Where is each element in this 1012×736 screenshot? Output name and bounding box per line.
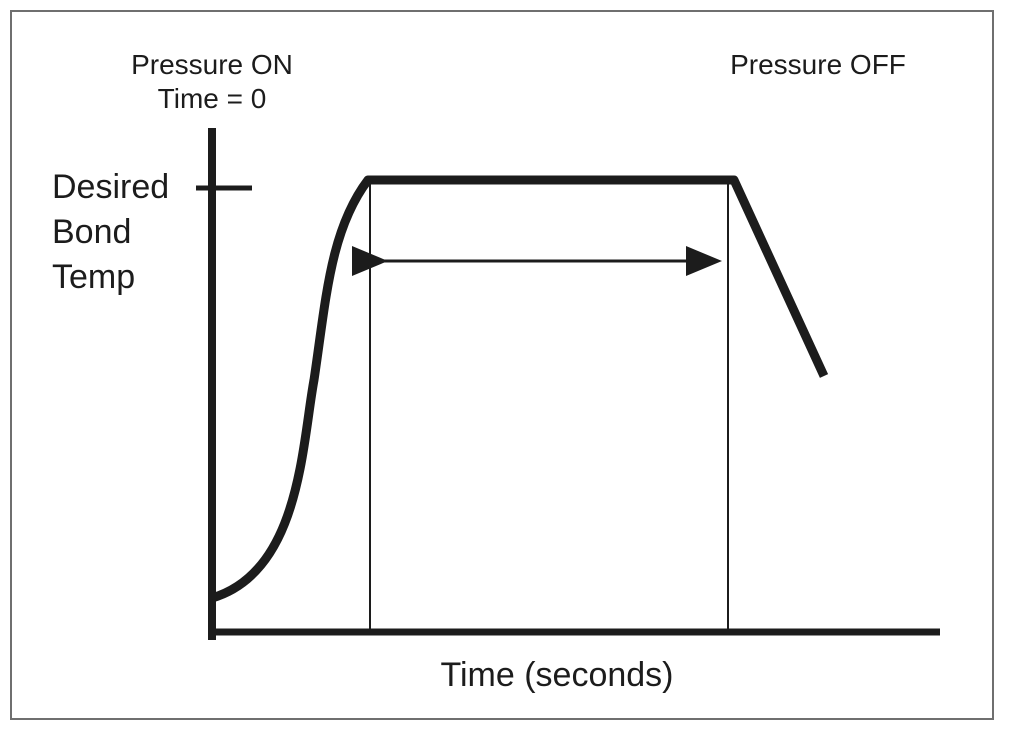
time-zero-label: Time = 0 <box>158 83 267 114</box>
figure-frame <box>10 10 994 720</box>
y-axis-label-line-1: Desired <box>52 168 169 206</box>
y-axis-label-line-3: Temp <box>52 258 135 296</box>
temperature-profile-curve <box>210 175 829 603</box>
pressure-on-label: Pressure ON <box>131 49 293 80</box>
y-axis-label-line-2: Bond <box>52 213 131 251</box>
x-axis-label: Time (seconds) <box>440 656 673 694</box>
pressure-off-label: Pressure OFF <box>730 49 906 80</box>
